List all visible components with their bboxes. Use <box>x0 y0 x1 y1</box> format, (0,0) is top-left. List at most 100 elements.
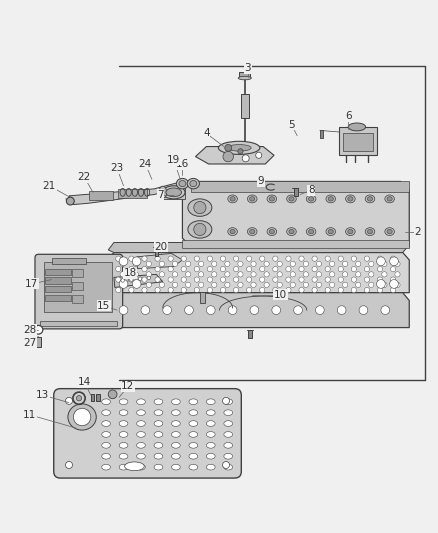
Circle shape <box>181 266 186 272</box>
Bar <box>199 292 205 303</box>
Circle shape <box>185 272 190 277</box>
Ellipse shape <box>223 442 232 448</box>
Bar <box>45 295 71 301</box>
Circle shape <box>168 287 173 293</box>
Circle shape <box>324 266 329 272</box>
Text: 10: 10 <box>273 290 286 300</box>
Text: 13: 13 <box>36 390 49 400</box>
Circle shape <box>146 282 151 287</box>
Polygon shape <box>108 243 408 253</box>
Circle shape <box>172 282 177 287</box>
Circle shape <box>364 256 369 261</box>
Ellipse shape <box>347 229 352 234</box>
Circle shape <box>168 266 173 272</box>
Circle shape <box>259 266 264 272</box>
Circle shape <box>155 277 160 282</box>
Circle shape <box>66 197 74 205</box>
Circle shape <box>316 272 321 277</box>
Circle shape <box>328 272 334 277</box>
Text: 27: 27 <box>23 338 36 348</box>
Bar <box>240 94 248 118</box>
Circle shape <box>285 277 290 282</box>
Text: 4: 4 <box>203 128 209 139</box>
Circle shape <box>355 282 360 287</box>
Ellipse shape <box>188 442 197 448</box>
Circle shape <box>390 266 395 272</box>
Text: 5: 5 <box>287 120 294 130</box>
Ellipse shape <box>162 186 184 199</box>
Circle shape <box>147 276 150 280</box>
Circle shape <box>311 287 317 293</box>
Ellipse shape <box>266 228 276 236</box>
Circle shape <box>381 261 386 266</box>
Circle shape <box>128 266 134 272</box>
Circle shape <box>237 282 243 287</box>
Circle shape <box>119 280 127 288</box>
Ellipse shape <box>136 432 145 437</box>
Circle shape <box>311 277 317 282</box>
Circle shape <box>337 287 343 293</box>
Ellipse shape <box>171 410 180 415</box>
Circle shape <box>198 282 203 287</box>
Ellipse shape <box>154 464 162 470</box>
Circle shape <box>224 272 230 277</box>
Ellipse shape <box>136 410 145 415</box>
Bar <box>51 258 86 264</box>
Polygon shape <box>182 181 408 247</box>
Circle shape <box>285 266 290 272</box>
Ellipse shape <box>286 195 296 203</box>
Text: 3: 3 <box>244 63 251 73</box>
Ellipse shape <box>102 432 110 437</box>
Ellipse shape <box>119 399 127 405</box>
Ellipse shape <box>154 454 162 459</box>
Ellipse shape <box>250 306 258 314</box>
Ellipse shape <box>367 229 372 234</box>
Circle shape <box>324 277 329 282</box>
Bar <box>239 72 250 78</box>
Ellipse shape <box>162 306 171 314</box>
Ellipse shape <box>119 421 127 426</box>
Ellipse shape <box>266 195 276 203</box>
Circle shape <box>303 282 308 287</box>
Circle shape <box>381 272 386 277</box>
Ellipse shape <box>386 229 391 234</box>
Ellipse shape <box>102 399 110 405</box>
Circle shape <box>263 261 268 266</box>
Circle shape <box>342 282 347 287</box>
Ellipse shape <box>102 454 110 459</box>
Circle shape <box>181 287 186 293</box>
Ellipse shape <box>171 421 180 426</box>
Bar <box>191 181 408 192</box>
Text: 16: 16 <box>175 159 189 169</box>
Circle shape <box>377 287 382 293</box>
Ellipse shape <box>187 221 212 238</box>
Circle shape <box>394 272 399 277</box>
Circle shape <box>133 282 138 287</box>
Circle shape <box>350 266 356 272</box>
Bar <box>72 295 83 303</box>
Ellipse shape <box>188 432 197 437</box>
Circle shape <box>242 155 249 162</box>
Ellipse shape <box>288 229 293 234</box>
Text: 11: 11 <box>23 410 36 420</box>
Ellipse shape <box>227 195 237 203</box>
Ellipse shape <box>230 229 235 234</box>
Circle shape <box>120 272 125 277</box>
Ellipse shape <box>119 442 127 448</box>
Circle shape <box>194 287 199 293</box>
Circle shape <box>285 256 290 261</box>
Circle shape <box>128 277 134 282</box>
Ellipse shape <box>288 197 293 201</box>
Ellipse shape <box>102 464 110 470</box>
Circle shape <box>337 256 343 261</box>
Bar <box>155 247 158 256</box>
Ellipse shape <box>154 399 162 405</box>
Ellipse shape <box>358 306 367 314</box>
Ellipse shape <box>306 228 315 236</box>
Circle shape <box>377 277 382 282</box>
Circle shape <box>159 272 164 277</box>
Ellipse shape <box>188 454 197 459</box>
Circle shape <box>155 256 160 261</box>
Ellipse shape <box>206 306 215 314</box>
Circle shape <box>141 287 147 293</box>
